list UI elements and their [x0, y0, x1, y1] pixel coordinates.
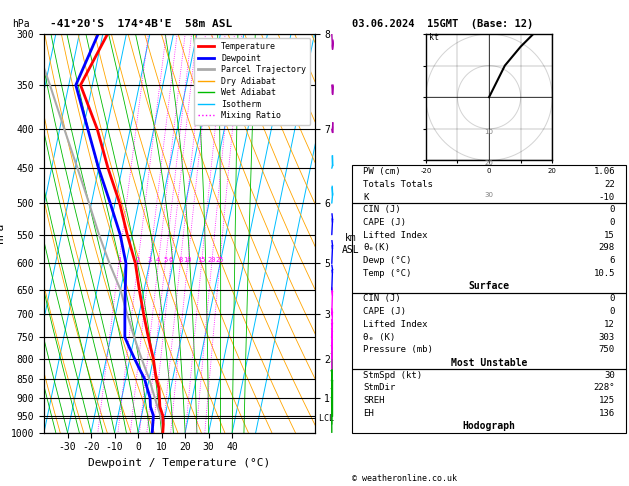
Text: Temp (°C): Temp (°C)	[363, 269, 411, 278]
Text: © weatheronline.co.uk: © weatheronline.co.uk	[352, 474, 457, 483]
Text: Hodograph: Hodograph	[462, 421, 516, 431]
Text: K: K	[363, 192, 369, 202]
Text: 10: 10	[184, 258, 192, 263]
Text: 03.06.2024  15GMT  (Base: 12): 03.06.2024 15GMT (Base: 12)	[352, 19, 533, 29]
Text: Lifted Index: Lifted Index	[363, 231, 428, 240]
Text: -10: -10	[599, 192, 615, 202]
X-axis label: Dewpoint / Temperature (°C): Dewpoint / Temperature (°C)	[88, 458, 270, 468]
Text: 20: 20	[208, 258, 216, 263]
Text: θₑ (K): θₑ (K)	[363, 332, 396, 342]
Text: 15: 15	[604, 231, 615, 240]
Text: 5: 5	[163, 258, 167, 263]
Text: 10.5: 10.5	[593, 269, 615, 278]
Text: 6: 6	[169, 258, 173, 263]
Text: LCL: LCL	[314, 414, 335, 423]
Text: SREH: SREH	[363, 396, 385, 405]
Text: 2: 2	[136, 258, 140, 263]
Text: kt: kt	[429, 34, 439, 42]
Text: 0: 0	[610, 205, 615, 214]
Text: Pressure (mb): Pressure (mb)	[363, 346, 433, 354]
Text: -41°20'S  174°4B'E  58m ASL: -41°20'S 174°4B'E 58m ASL	[50, 19, 233, 29]
Bar	[352, 165, 626, 204]
Text: 0: 0	[610, 295, 615, 303]
Text: Lifted Index: Lifted Index	[363, 320, 428, 329]
Text: 3: 3	[148, 258, 152, 263]
Text: 10: 10	[484, 129, 494, 135]
Text: CIN (J): CIN (J)	[363, 205, 401, 214]
Text: 0: 0	[610, 307, 615, 316]
Text: CAPE (J): CAPE (J)	[363, 307, 406, 316]
Text: Surface: Surface	[469, 281, 509, 291]
Text: 20: 20	[484, 160, 494, 166]
Text: EH: EH	[363, 409, 374, 418]
Text: 6: 6	[610, 256, 615, 265]
Text: Totals Totals: Totals Totals	[363, 180, 433, 189]
Text: Dewp (°C): Dewp (°C)	[363, 256, 411, 265]
Text: 136: 136	[599, 409, 615, 418]
Text: hPa: hPa	[13, 19, 30, 29]
Text: StmDir: StmDir	[363, 383, 396, 393]
Bar	[352, 293, 626, 369]
Text: 22: 22	[604, 180, 615, 189]
Text: 1: 1	[117, 258, 121, 263]
Legend: Temperature, Dewpoint, Parcel Trajectory, Dry Adiabat, Wet Adiabat, Isotherm, Mi: Temperature, Dewpoint, Parcel Trajectory…	[194, 38, 310, 124]
Text: CIN (J): CIN (J)	[363, 295, 401, 303]
Text: StmSpd (kt): StmSpd (kt)	[363, 371, 422, 380]
Text: 15: 15	[198, 258, 206, 263]
Bar	[352, 369, 626, 433]
Text: θₑ(K): θₑ(K)	[363, 243, 390, 252]
Text: 303: 303	[599, 332, 615, 342]
Text: 228°: 228°	[593, 383, 615, 393]
Text: 1.06: 1.06	[593, 167, 615, 176]
Text: PW (cm): PW (cm)	[363, 167, 401, 176]
Text: CAPE (J): CAPE (J)	[363, 218, 406, 227]
Text: 12: 12	[604, 320, 615, 329]
Text: 750: 750	[599, 346, 615, 354]
Text: 25: 25	[216, 258, 224, 263]
Y-axis label: hPa: hPa	[0, 223, 5, 243]
Text: 30: 30	[604, 371, 615, 380]
Text: 298: 298	[599, 243, 615, 252]
Text: 30: 30	[484, 192, 494, 198]
Text: Most Unstable: Most Unstable	[451, 358, 527, 367]
Text: 125: 125	[599, 396, 615, 405]
Bar	[352, 204, 626, 293]
Text: 0: 0	[610, 218, 615, 227]
Text: 4: 4	[156, 258, 160, 263]
Y-axis label: km
ASL: km ASL	[342, 233, 360, 255]
Text: 8: 8	[178, 258, 182, 263]
